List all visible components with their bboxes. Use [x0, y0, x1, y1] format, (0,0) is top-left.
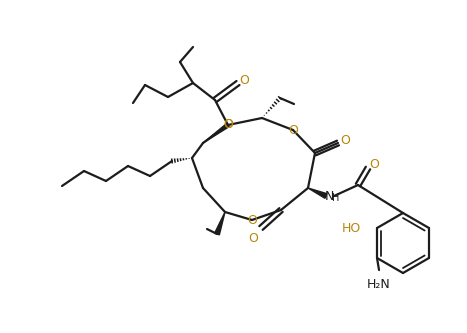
Polygon shape [308, 188, 327, 198]
Text: N: N [324, 189, 334, 202]
Text: H₂N: H₂N [367, 278, 391, 291]
Text: O: O [248, 231, 258, 244]
Text: O: O [223, 119, 233, 132]
Polygon shape [203, 124, 229, 143]
Text: O: O [223, 119, 233, 132]
Text: O: O [369, 159, 379, 171]
Text: HO: HO [342, 221, 361, 234]
Text: O: O [288, 124, 298, 137]
Text: H: H [333, 193, 340, 203]
Text: O: O [239, 75, 249, 88]
Text: O: O [247, 213, 257, 226]
Polygon shape [215, 212, 225, 235]
Text: O: O [340, 134, 350, 147]
